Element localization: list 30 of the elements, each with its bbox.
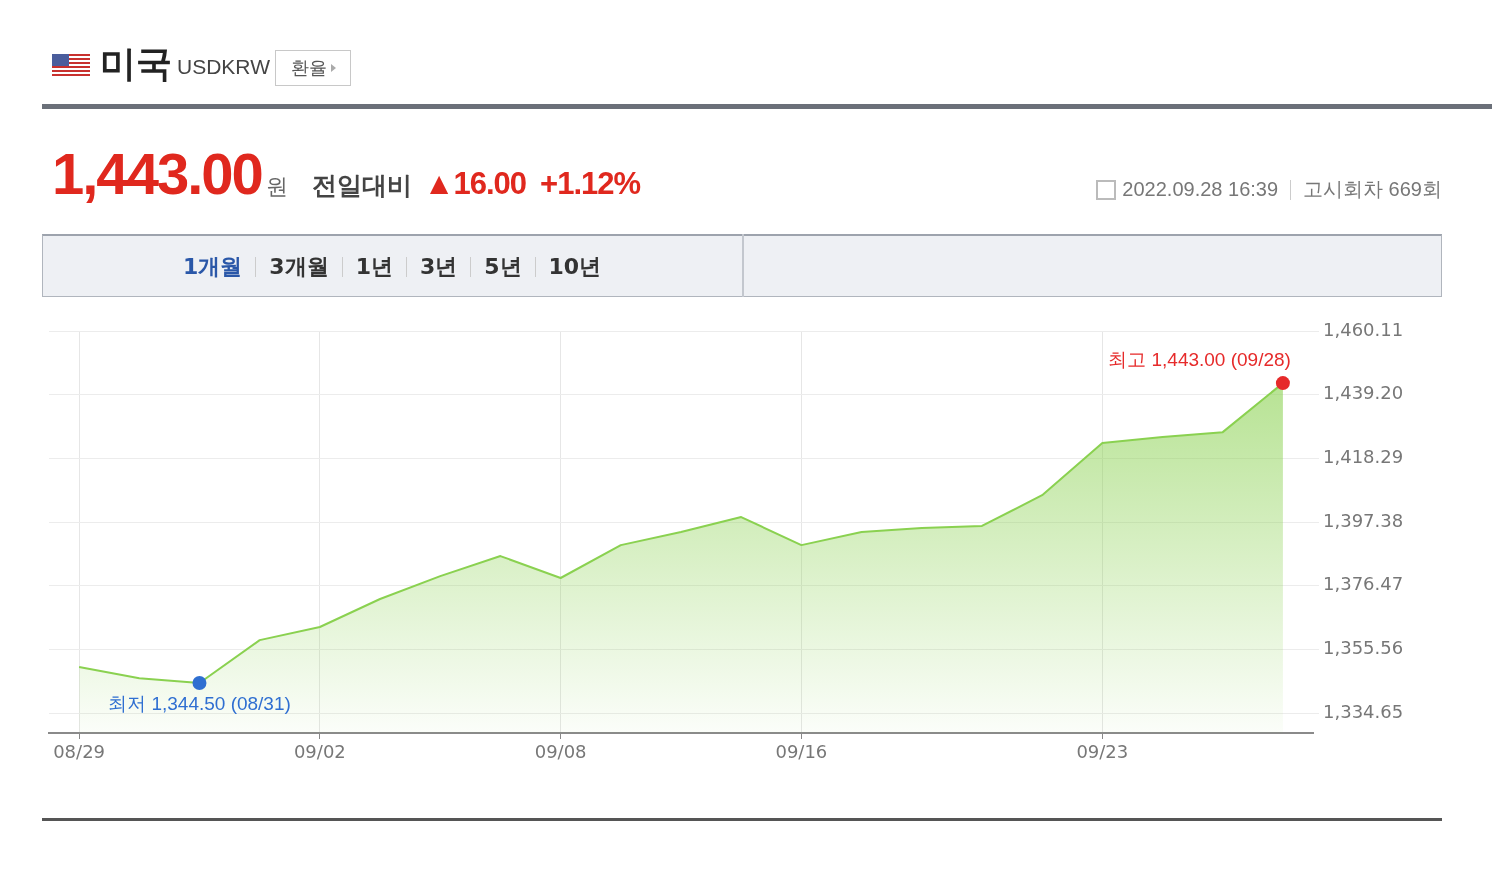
text: 고시회차 669회 [1303, 177, 1442, 202]
text: 환율 [290, 56, 327, 80]
text: 3년 [419, 253, 458, 281]
chart-title: 미국 [100, 42, 172, 86]
y-tick-label: 1,334.65 [1323, 700, 1404, 722]
text: 5년 [484, 253, 522, 281]
text: 원 [265, 173, 288, 201]
text: 1개월 [183, 253, 243, 281]
y-tick-label: 1,460.11 [1323, 318, 1404, 340]
y-tick-label: 1,397.38 [1323, 509, 1404, 531]
text: 3개월 [269, 253, 329, 281]
text: 전일대비 [311, 170, 412, 201]
y-tick-label: 1,439.20 [1323, 382, 1404, 404]
x-tick-label: 09/23 [1076, 741, 1129, 763]
text: ▲16.00 [423, 166, 527, 202]
text: 1년 [355, 253, 393, 281]
x-tick-label: 08/29 [53, 741, 106, 763]
text: 2022.09.28 16:39 [1122, 178, 1279, 201]
chart-subtitle: USDKRW [177, 55, 270, 79]
x-tick-label: 09/02 [293, 741, 346, 763]
text: +1.12% [540, 166, 641, 202]
x-tick-label: 09/16 [775, 741, 828, 763]
y-tick-label: 1,355.56 [1323, 637, 1404, 659]
annotation: 최고 1,443.00 (09/28) [1108, 349, 1291, 371]
text: 1,443.00 [52, 140, 262, 207]
annotation: 최저 1,344.50 (08/31) [108, 693, 291, 715]
text: 10년 [548, 253, 602, 281]
x-tick-label: 09/08 [534, 741, 587, 763]
y-tick-label: 1,418.29 [1323, 446, 1404, 468]
y-tick-label: 1,376.47 [1323, 573, 1404, 595]
